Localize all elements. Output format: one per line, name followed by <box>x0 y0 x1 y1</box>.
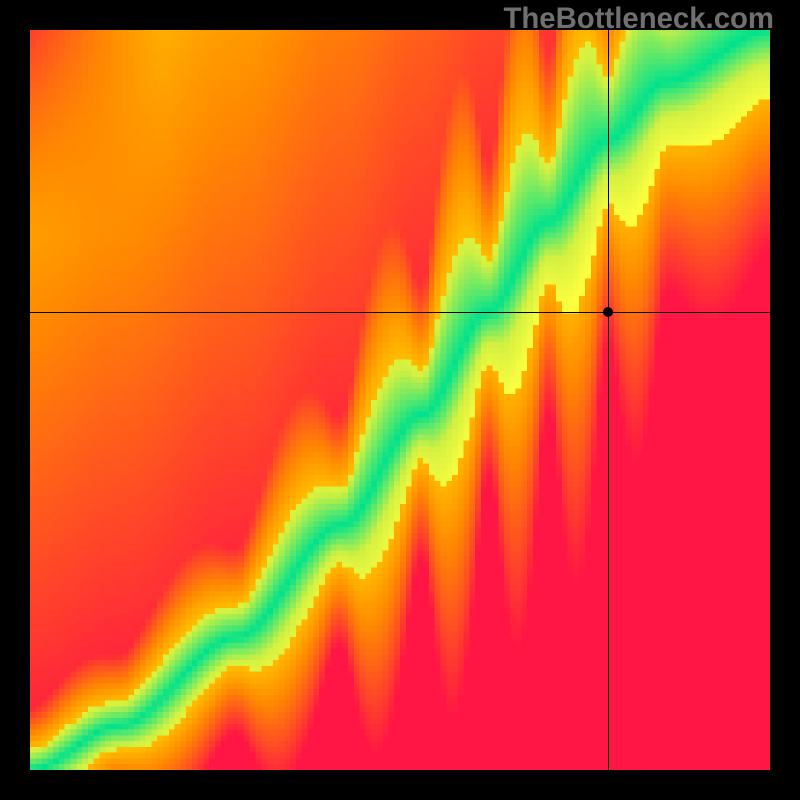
crosshair-horizontal-line <box>30 312 770 313</box>
crosshair-marker-dot <box>603 307 613 317</box>
chart-container: TheBottleneck.com <box>0 0 800 800</box>
crosshair-vertical-line <box>608 30 609 770</box>
bottleneck-heatmap <box>30 30 770 770</box>
watermark-text: TheBottleneck.com <box>503 2 774 36</box>
